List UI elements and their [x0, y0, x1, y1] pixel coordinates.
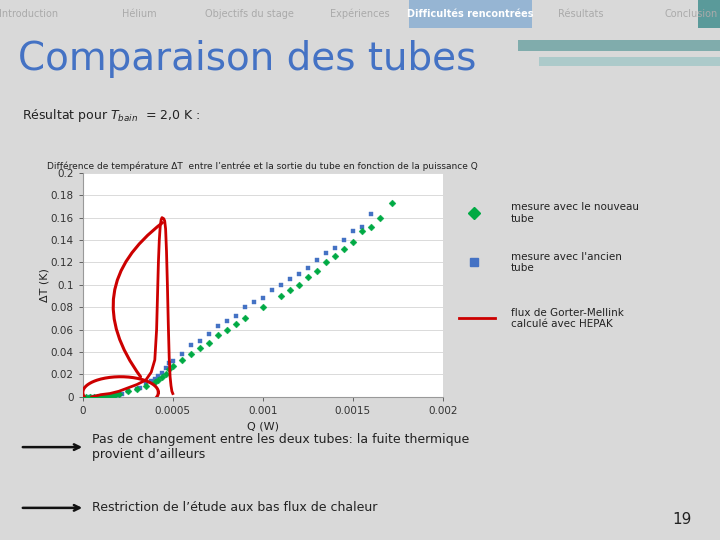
- Text: Hélium: Hélium: [122, 9, 156, 19]
- Text: Résultats: Résultats: [558, 9, 603, 19]
- X-axis label: Q (W): Q (W): [247, 422, 279, 431]
- Text: Conclusion: Conclusion: [665, 9, 718, 19]
- Text: flux de Gorter-Mellink
calculé avec HEPAK: flux de Gorter-Mellink calculé avec HEPA…: [510, 308, 624, 329]
- Bar: [698, 0, 720, 28]
- Text: Résultat pour $T_{bain}$  = 2,0 K :: Résultat pour $T_{bain}$ = 2,0 K :: [22, 107, 200, 124]
- Text: mesure avec l'ancien
tube: mesure avec l'ancien tube: [510, 252, 621, 273]
- Text: mesure avec le nouveau
tube: mesure avec le nouveau tube: [510, 202, 639, 224]
- Bar: [518, 40, 720, 51]
- Title: Différence de température ΔT  entre l’entrée et la sortie du tube en fonction de: Différence de température ΔT entre l’ent…: [48, 161, 478, 171]
- Text: Expériences: Expériences: [330, 9, 390, 19]
- Y-axis label: ΔT (K): ΔT (K): [40, 268, 49, 302]
- Bar: [539, 57, 720, 66]
- Text: Comparaison des tubes: Comparaison des tubes: [18, 40, 477, 78]
- Text: 19: 19: [672, 511, 691, 526]
- Bar: [409, 0, 531, 28]
- Text: Objectifs du stage: Objectifs du stage: [205, 9, 294, 19]
- Text: Difficultés rencontrées: Difficultés rencontrées: [407, 9, 534, 19]
- Text: Restriction de l’étude aux bas flux de chaleur: Restriction de l’étude aux bas flux de c…: [92, 501, 377, 515]
- Text: Introduction: Introduction: [0, 9, 58, 19]
- Text: Pas de changement entre les deux tubes: la fuite thermique
provient d’ailleurs: Pas de changement entre les deux tubes: …: [92, 433, 469, 461]
